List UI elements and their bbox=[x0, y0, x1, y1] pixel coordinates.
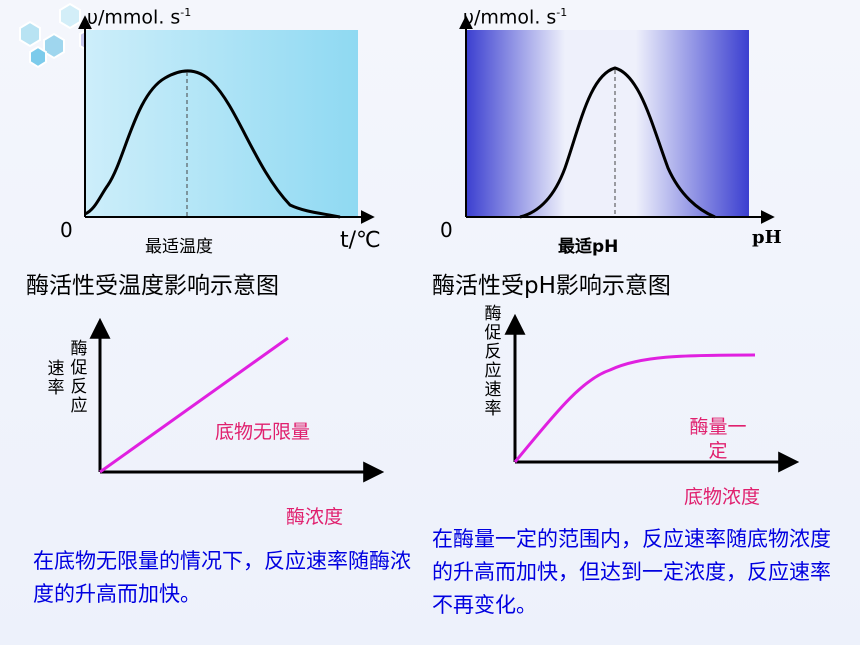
chart2-origin: 0 bbox=[440, 218, 453, 242]
chart3-y-label-col1: 酶促反应 bbox=[70, 339, 88, 416]
chart1-x-label: t/℃ bbox=[340, 228, 381, 253]
chart3-x-label: 酶浓度 bbox=[286, 506, 344, 528]
chart1-curve bbox=[84, 69, 341, 219]
chart4-x-label: 底物浓度 bbox=[684, 486, 761, 508]
chart3-y-label-col2: 速率 bbox=[47, 359, 65, 398]
chart3-annotation: 底物无限量 bbox=[215, 421, 311, 443]
chart3-description: 在底物无限量的情况下，反应速率随酶浓度的升高而加快。 bbox=[33, 549, 411, 606]
chart2-optimum-label: 最适pH bbox=[558, 237, 619, 257]
chart2-background bbox=[466, 30, 749, 217]
chart3-line bbox=[99, 336, 289, 474]
chart2-y-label: υ/mmol. s-1 bbox=[463, 6, 568, 29]
chart2-caption: 酶活性受pH影响示意图 bbox=[432, 273, 671, 299]
chart2-x-label: pH bbox=[752, 227, 782, 248]
chart4-annotation: 酶量一定 bbox=[689, 416, 747, 462]
chart1-caption: 酶活性受温度影响示意图 bbox=[26, 273, 279, 299]
chart1-background bbox=[85, 30, 358, 217]
chart4-description: 在酶量一定的范围内，反应速率随底物浓度的升高而加快，但达到一定浓度，反应速率不再… bbox=[432, 527, 831, 617]
chart1-y-label: υ/mmol. s-1 bbox=[87, 6, 192, 29]
chart1-origin: 0 bbox=[60, 218, 73, 242]
chart1-optimum-label: 最适温度 bbox=[145, 237, 213, 257]
chart2-curve bbox=[519, 66, 716, 219]
chart4-curve bbox=[513, 353, 756, 463]
chart4-y-label: 酶促反应速率 bbox=[484, 304, 502, 419]
